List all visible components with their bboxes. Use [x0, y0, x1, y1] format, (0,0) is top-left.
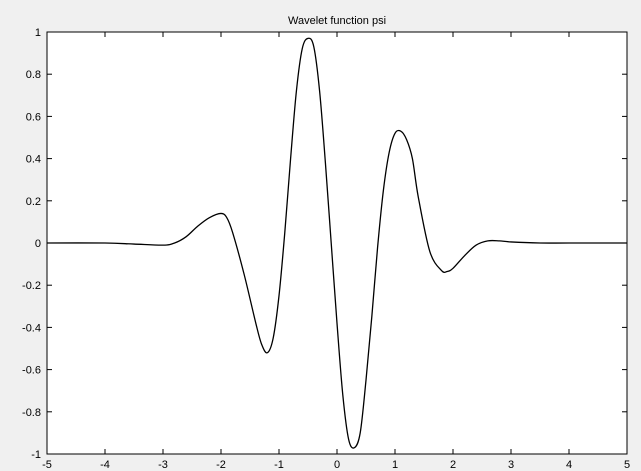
y-tick-label: 0.6 — [26, 111, 41, 123]
plot-frame — [46, 31, 628, 455]
x-tick-label: -5 — [42, 459, 52, 471]
series-line-psi — [46, 37, 627, 449]
y-tick-label: -0.6 — [22, 365, 41, 377]
y-tick-label: 1 — [35, 27, 41, 39]
y-tick-label: 0.4 — [26, 154, 41, 166]
x-tick-label: -3 — [158, 459, 168, 471]
y-tick-label: 0.8 — [26, 69, 41, 81]
y-tick-label: -1 — [31, 449, 41, 461]
x-tick-label: 4 — [566, 459, 572, 471]
x-tick-label: 3 — [508, 459, 514, 471]
x-tick-label: 0 — [334, 459, 340, 471]
axis-tick-labels: -5 -4 -3 -2 -1 0 1 2 3 4 5 -1 -0.8 -0.6 -0.4 -0.2 0 0.2 0.… — [22, 27, 630, 471]
x-tick-label: -2 — [216, 459, 226, 471]
y-tick-label: 0 — [35, 238, 41, 250]
y-tick-label: -0.8 — [22, 407, 41, 419]
y-tick-label: -0.4 — [22, 322, 41, 334]
y-tick-label: 0.2 — [26, 196, 41, 208]
x-tick-label: 5 — [624, 459, 630, 471]
x-tick-label: -4 — [100, 459, 110, 471]
x-tick-label: 2 — [450, 459, 456, 471]
x-tick-label: -1 — [274, 459, 284, 471]
y-tick-label: -0.2 — [22, 280, 41, 292]
x-tick-label: 1 — [392, 459, 398, 471]
chart-title: Wavelet function psi — [288, 15, 386, 27]
